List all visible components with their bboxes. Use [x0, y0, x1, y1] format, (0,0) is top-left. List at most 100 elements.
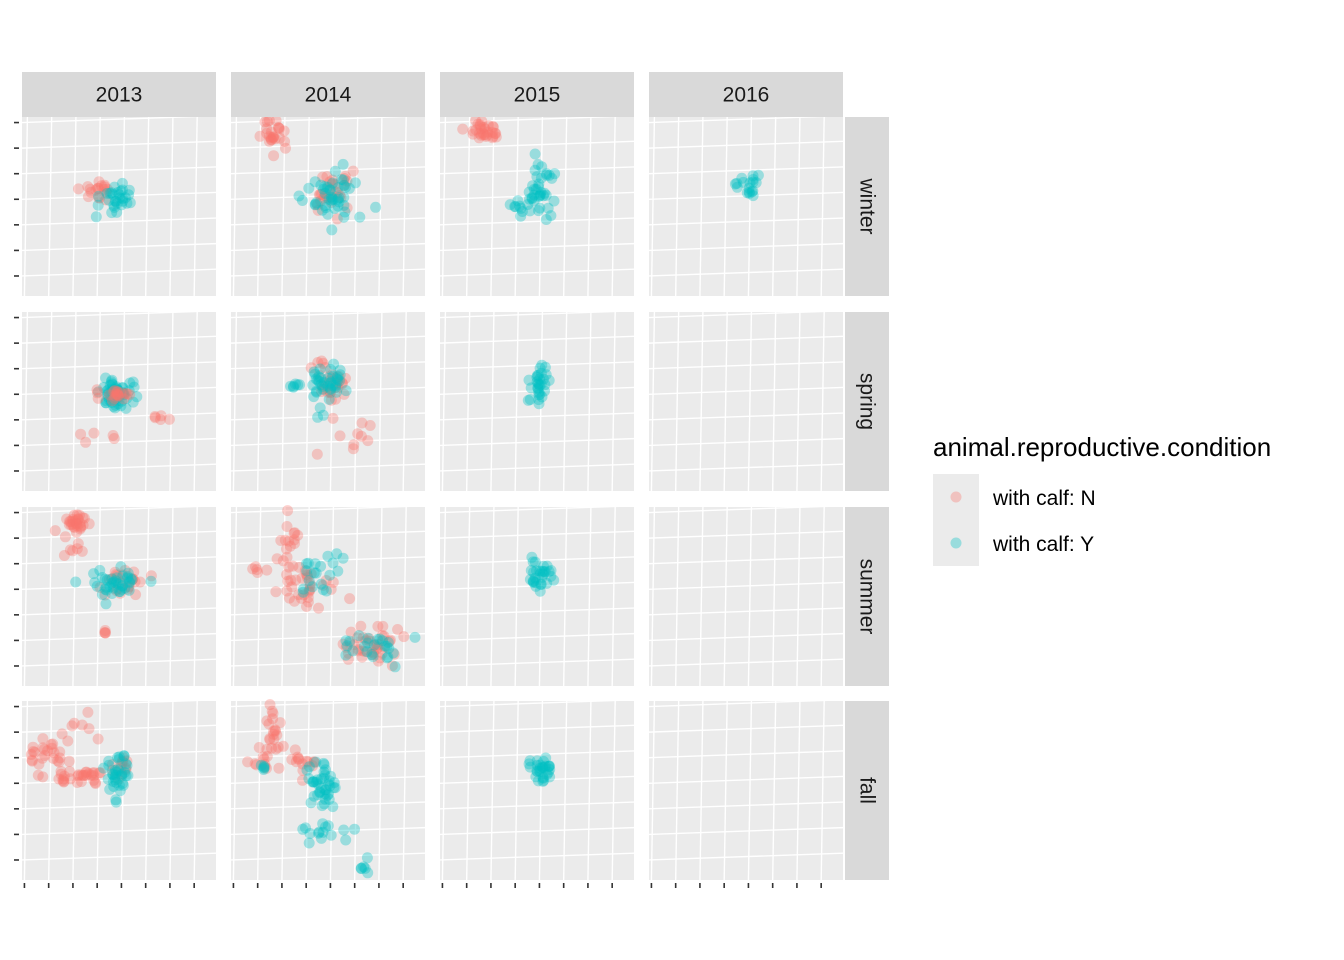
data-point	[534, 190, 546, 202]
data-point	[103, 194, 115, 206]
data-point	[284, 540, 296, 552]
data-point	[67, 513, 79, 525]
data-point	[266, 705, 278, 717]
grid-line-horizontal	[21, 217, 217, 226]
data-point	[531, 755, 543, 767]
grid-line-vertical	[23, 506, 29, 687]
grid-line-vertical	[353, 311, 359, 492]
point-cluster-2014-winter-N	[254, 115, 291, 162]
grid-line-horizontal	[439, 581, 635, 590]
legend: animal.reproductive.condition with calf:…	[933, 432, 1271, 566]
data-point	[80, 766, 92, 778]
data-point	[105, 376, 117, 388]
data-point	[70, 576, 82, 588]
grid-line-horizontal	[439, 217, 635, 226]
data-point	[332, 200, 344, 212]
data-point	[273, 122, 285, 134]
grid-line-horizontal	[230, 310, 426, 319]
data-point	[530, 577, 542, 588]
data-point	[111, 392, 123, 404]
data-point	[381, 652, 393, 664]
data-point	[540, 752, 552, 764]
data-point	[323, 793, 335, 805]
data-point	[290, 574, 302, 586]
data-point	[340, 641, 352, 653]
grid-line-horizontal	[439, 632, 635, 642]
data-point	[325, 383, 336, 395]
data-point	[325, 189, 337, 200]
data-point	[308, 756, 320, 768]
data-point	[320, 575, 332, 586]
point-cluster-2014-spring-N	[311, 412, 376, 460]
data-point	[528, 189, 540, 201]
grid-line-vertical	[611, 700, 616, 881]
data-point	[531, 759, 543, 771]
data-point	[113, 388, 125, 400]
data-point	[278, 125, 290, 137]
grid-line-vertical	[723, 700, 728, 881]
strip-background	[845, 701, 889, 880]
data-point	[109, 393, 121, 404]
data-point	[91, 384, 103, 396]
panel-2016-spring	[648, 310, 844, 492]
data-point	[84, 183, 96, 195]
data-point	[308, 366, 320, 378]
data-point	[545, 570, 557, 582]
data-point	[99, 625, 111, 636]
data-point	[542, 202, 554, 214]
data-point	[298, 583, 309, 595]
grid-line-horizontal	[21, 556, 217, 565]
grid-line-horizontal	[648, 140, 844, 149]
grid-line-horizontal	[21, 775, 217, 784]
grid-line-vertical	[441, 506, 447, 687]
data-point	[524, 755, 536, 767]
grid-line-horizontal	[230, 607, 426, 616]
point-cluster-2015-spring-Y	[522, 359, 555, 410]
data-point	[537, 772, 549, 783]
data-point	[104, 187, 116, 199]
data-point	[64, 766, 76, 777]
grid-line-horizontal	[21, 361, 217, 370]
grid-line-horizontal	[648, 607, 844, 616]
data-point	[281, 543, 292, 555]
data-point	[281, 551, 293, 563]
data-point	[99, 583, 111, 595]
data-point	[747, 190, 759, 202]
data-point	[68, 521, 80, 532]
data-point	[364, 420, 376, 431]
data-point	[534, 766, 546, 777]
grid-line-vertical	[305, 506, 310, 687]
data-point	[58, 773, 70, 785]
grid-line-horizontal	[439, 750, 635, 759]
grid-line-vertical	[771, 311, 777, 492]
data-point	[536, 359, 548, 371]
data-point	[316, 800, 328, 812]
data-point	[281, 569, 293, 581]
point-cluster-2013-summer-N	[94, 564, 157, 601]
data-point	[536, 761, 548, 773]
data-point	[117, 387, 129, 399]
grid-line-vertical	[329, 700, 335, 881]
data-point	[536, 391, 548, 403]
data-point	[308, 790, 320, 802]
data-point	[318, 192, 330, 204]
data-point	[302, 756, 314, 768]
data-point	[117, 756, 129, 768]
data-point	[252, 567, 263, 578]
grid-line-horizontal	[648, 412, 844, 421]
data-point	[319, 200, 331, 212]
data-point	[377, 635, 388, 647]
data-point	[325, 829, 337, 841]
data-point	[119, 192, 131, 204]
grid-line-horizontal	[21, 530, 217, 539]
data-point	[487, 121, 499, 132]
data-point	[487, 131, 499, 142]
point-cluster-2014-fall-Y	[297, 818, 360, 849]
data-point	[48, 747, 60, 759]
grid-line-vertical	[402, 506, 407, 687]
data-point	[313, 189, 325, 201]
data-point	[283, 592, 295, 604]
data-point	[528, 183, 540, 195]
data-point	[315, 195, 327, 207]
data-point	[72, 513, 84, 525]
